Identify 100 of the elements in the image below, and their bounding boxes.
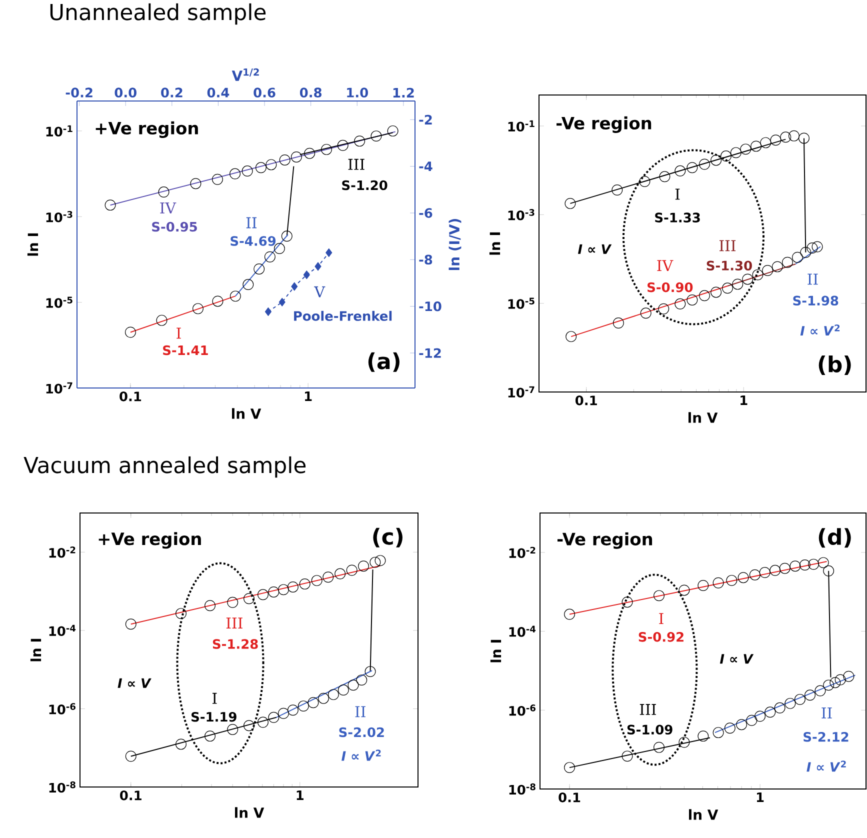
y-tick-label: 10$^{-3}$ (508, 209, 534, 220)
annotation: I ∝ V$^{2}$ (342, 750, 381, 761)
y-tick-label: 10$^{-2}$ (509, 546, 536, 558)
x-axis-title: ln V (234, 807, 264, 818)
y-tick-label: -8 (419, 254, 432, 265)
x-tick-label: 1.2 (393, 88, 414, 98)
annotation: I (675, 188, 680, 200)
x-axis-title: ln V (688, 412, 718, 423)
series-label: S-1.09 (627, 724, 672, 735)
x-tick-label: 0.8 (300, 88, 322, 98)
text: S-2.12 (804, 732, 848, 742)
y-tick-label: 10$^{-3}$ (46, 211, 72, 222)
text: S-1.98 (793, 296, 838, 306)
text: S-0.95 (152, 222, 197, 232)
text: S-1.28 (212, 639, 258, 649)
x-tick-label: 1.0 (347, 88, 368, 98)
annotation: (c) (373, 528, 402, 548)
x-tick-label: 1 (305, 392, 312, 401)
x-axis-title: ln V (232, 408, 262, 419)
point (264, 307, 272, 316)
y-tick-label: 10$^{-8}$ (509, 783, 536, 795)
annotation: V (314, 286, 326, 298)
series-label: Poole-Frenkel (294, 310, 392, 321)
y-tick-label: 10$^{-6}$ (509, 704, 536, 716)
annotation: I ∝ V (578, 244, 612, 254)
y-tick-label: 10$^{-5}$ (508, 298, 534, 309)
annotation: I (212, 692, 217, 704)
y-tick-label: 10$^{-6}$ (49, 703, 76, 714)
chart-title: Vacuum annealed sample (24, 456, 306, 478)
x-tick-label: 1 (756, 792, 764, 802)
annotation: IV (160, 202, 176, 214)
y-tick-label: 10$^{-2}$ (49, 546, 76, 558)
annotation: (a) (368, 352, 400, 372)
annotation: (b) (818, 355, 851, 376)
annotation: I (659, 613, 664, 624)
y-tick-label: 10$^{-1}$ (46, 125, 72, 137)
x-tick-label: 0.0 (114, 88, 136, 98)
y-tick-label: 10$^{-1}$ (508, 120, 534, 132)
series-label: S-1.19 (192, 712, 236, 722)
x-tick-label: 0.1 (558, 792, 580, 802)
series-label: S-1.41 (163, 345, 208, 356)
y-axis-title: ln I (490, 640, 502, 662)
chart-title: Unannealed sample (50, 3, 266, 25)
series-label: S-0.90 (648, 282, 693, 292)
annotation: III (640, 704, 656, 715)
annotation: I ∝ V$^{2}$ (800, 324, 840, 336)
text: -Ve region (557, 532, 652, 549)
x-tick-label: 1 (296, 790, 304, 800)
annotation: I ∝ V (118, 678, 152, 688)
y-axis-title: ln (I/V) (448, 219, 462, 270)
annotation: II (822, 707, 832, 718)
y-tick-label: 10$^{-7}$ (508, 386, 534, 398)
point (278, 298, 286, 306)
x-tick-label: 0.1 (120, 392, 142, 402)
text: S-1.33 (655, 212, 700, 222)
text: S-1.20 (342, 180, 388, 190)
y-tick-label: -10 (419, 301, 442, 312)
x-tick-label: 0.1 (120, 790, 142, 800)
x-tick-label: 0.1 (576, 396, 597, 406)
point (291, 282, 298, 291)
annotation: III (226, 618, 242, 629)
point (314, 262, 322, 271)
x-tick-label: 0.6 (254, 88, 276, 98)
y-tick-label: 10$^{-7}$ (46, 382, 72, 394)
x-axis-title: V$^{1/2}$ (232, 68, 259, 81)
text: +Ve region (98, 532, 201, 549)
text: S-2.02 (339, 727, 384, 738)
y-tick-label: -4 (419, 162, 432, 172)
series-label: S-1.30 (706, 260, 752, 270)
y-tick-label: -6 (419, 208, 432, 218)
x-tick-label: 1 (740, 396, 748, 405)
annotation: (d) (818, 528, 851, 548)
y-tick-label: -12 (419, 348, 441, 358)
y-tick-label: 10$^{-4}$ (509, 626, 536, 637)
y-axis-title: ln I (27, 233, 38, 256)
annotation: I ∝ V (720, 654, 754, 664)
annotation: II (246, 217, 257, 228)
annotation: II (355, 706, 366, 718)
series-label: S-4.69 (230, 236, 276, 246)
x-tick-label: -0.2 (66, 88, 92, 98)
y-axis-title: ln I (489, 232, 500, 255)
point (326, 248, 332, 257)
annotation: IV (657, 260, 674, 272)
point (303, 270, 310, 280)
y-tick-label: -2 (419, 114, 432, 124)
y-axis-title: ln I (30, 638, 42, 662)
text: +Ve region (96, 121, 198, 138)
x-tick-label: 0.4 (207, 88, 230, 98)
text: S-0.92 (638, 632, 684, 642)
y-tick-label: 10$^{-8}$ (49, 781, 76, 793)
y-tick-label: 10$^{-4}$ (49, 624, 76, 636)
y-tick-label: 10$^{-5}$ (46, 296, 72, 308)
annotation: III (719, 240, 736, 252)
x-axis-title: ln V (688, 809, 718, 820)
annotation: II (808, 274, 818, 285)
x-tick-label: 0.2 (161, 88, 182, 98)
text: -Ve region (556, 116, 652, 133)
annotation: I (176, 328, 181, 339)
annotation: I ∝ V$^{2}$ (806, 760, 846, 772)
annotation: III (348, 158, 364, 170)
